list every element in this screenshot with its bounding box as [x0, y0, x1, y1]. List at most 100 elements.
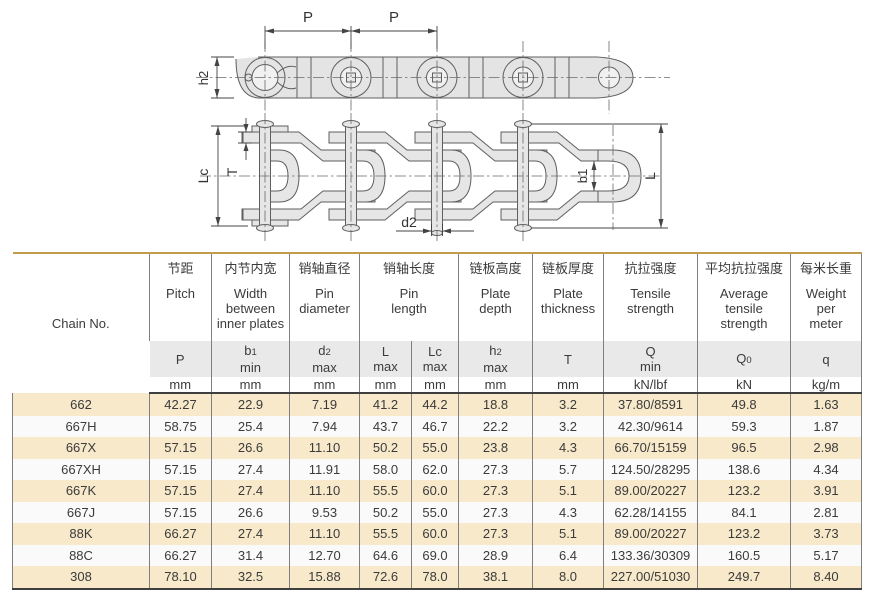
unit-cell: mm — [458, 377, 533, 394]
dim-label-pitch-2: P — [389, 9, 399, 26]
closed-link-end — [597, 149, 642, 203]
table-cell: 5.1 — [532, 480, 604, 502]
header-cn-label: 每米长重 — [800, 261, 853, 276]
table-row: 88C 66.27 31.4 12.70 64.6 69.0 28.9 6.4 … — [12, 544, 863, 566]
unit-cell: mm — [211, 377, 290, 394]
unit-cell: mm — [359, 377, 412, 394]
table-cell: 4.3 — [532, 437, 604, 459]
table-row: 308 78.10 32.5 15.88 72.6 78.0 38.1 8.0 … — [12, 566, 863, 590]
table-cell: 42.30/9614 — [603, 415, 698, 437]
header-cn-label: 抗拉强度 — [624, 261, 677, 276]
header-unit-row: mm mm mm mm mm mm mm kN/lbf kN kg/m — [13, 377, 863, 394]
table-cell: 23.8 — [458, 437, 533, 459]
table-cell: 1.63 — [790, 393, 863, 416]
column-header-avg-tensile-strength: 平均抗拉强度 Average tensile strength — [697, 253, 791, 341]
table-row: 662 42.27 22.9 7.19 41.2 44.2 18.8 3.2 3… — [12, 393, 863, 416]
table-row: 667H 58.75 25.4 7.94 43.7 46.7 22.2 3.2 … — [12, 415, 863, 437]
table-cell: 8.0 — [532, 566, 604, 590]
chain-no-cell: 667X — [12, 437, 150, 459]
dimension-arrows-side-view — [214, 28, 437, 98]
table-cell: 50.2 — [359, 501, 412, 523]
dim-label-pitch-1: P — [303, 9, 313, 26]
unit-cell: mm — [410, 377, 459, 394]
table-cell: 64.6 — [359, 544, 412, 566]
symbol-q: q — [790, 341, 863, 377]
table-cell: 27.3 — [458, 501, 533, 523]
table-header: Chain No. 节距 Pitch 内节内宽 Width between inne… — [13, 253, 863, 394]
table-cell: 27.4 — [211, 458, 290, 480]
table-cell: 4.3 — [532, 501, 604, 523]
table-cell: 138.6 — [697, 458, 791, 480]
table-cell: 22.9 — [211, 393, 290, 416]
header-en-label: Plate thickness — [540, 286, 596, 316]
dim-label-l: L — [642, 172, 658, 180]
table-cell: 26.6 — [211, 437, 290, 459]
dim-label-t: T — [224, 167, 240, 176]
unit-cell: kg/m — [790, 377, 863, 394]
header-en-label: Plate depth — [479, 286, 512, 316]
column-header-chain-no: Chain No. — [51, 315, 110, 331]
table-cell: 27.4 — [211, 523, 290, 545]
table-cell: 18.8 — [458, 393, 533, 416]
table-body: 662 42.27 22.9 7.19 41.2 44.2 18.8 3.2 3… — [12, 393, 863, 590]
table-cell: 78.10 — [149, 566, 212, 590]
table-row: 667J 57.15 26.6 9.53 50.2 55.0 27.3 4.3 … — [12, 501, 863, 523]
table-cell: 49.8 — [697, 393, 791, 416]
table-cell: 62.0 — [410, 458, 459, 480]
table-cell: 57.15 — [149, 458, 212, 480]
table-cell: 123.2 — [697, 480, 791, 502]
table-cell: 27.3 — [458, 523, 533, 545]
table-cell: 27.4 — [211, 480, 290, 502]
column-header-pin-length: 销轴长度 Pin length — [358, 253, 459, 341]
header-cn-label: 平均抗拉强度 — [705, 261, 784, 276]
table-cell: 15.88 — [289, 566, 360, 590]
header-cn-label: 销轴长度 — [383, 261, 436, 276]
header-en-label: Pitch — [166, 286, 195, 301]
table-cell: 78.0 — [410, 566, 459, 590]
unit-cell: mm — [289, 377, 360, 394]
table-cell: 7.19 — [289, 393, 360, 416]
table-cell: 11.10 — [289, 480, 360, 502]
table-cell: 27.3 — [458, 458, 533, 480]
chain-no-cell: 667H — [12, 415, 150, 437]
chain-no-cell: 667XH — [12, 458, 150, 480]
table-cell: 11.10 — [289, 437, 360, 459]
chain-no-cell: 88K — [12, 523, 150, 545]
header-cn-label: 链板厚度 — [542, 261, 595, 276]
table-cell: 249.7 — [697, 566, 791, 590]
column-header-tensile-strength: 抗拉强度 Tensile strength — [603, 253, 698, 341]
table-cell: 3.73 — [790, 523, 863, 545]
table-cell: 55.0 — [410, 437, 459, 459]
symbol-b1-min: b1 min — [211, 341, 290, 377]
table-cell: 66.27 — [149, 544, 212, 566]
table-row: 88K 66.27 27.4 11.10 55.5 60.0 27.3 5.1 … — [12, 523, 863, 545]
table-cell: 55.5 — [359, 480, 412, 502]
header-cn-label: 销轴直径 — [298, 261, 351, 276]
table-cell: 160.5 — [697, 544, 791, 566]
header-en-label: Pin length — [391, 286, 427, 316]
column-header-pin-diameter: 销轴直径 Pin diameter — [289, 253, 360, 341]
unit-cell: mm — [149, 377, 212, 394]
dim-label-lc: Lc — [195, 169, 211, 184]
column-header-pitch: 节距 Pitch — [149, 253, 212, 341]
table-cell: 44.2 — [410, 393, 459, 416]
table-cell: 6.4 — [532, 544, 604, 566]
chain-no-cell: 667J — [12, 501, 150, 523]
table-cell: 66.70/15159 — [603, 437, 698, 459]
unit-cell: mm — [532, 377, 604, 394]
symbol-lc-max: Lc max — [410, 341, 459, 377]
centerlines-side-view — [196, 41, 670, 114]
table-cell: 69.0 — [410, 544, 459, 566]
header-en-label: Weight per meter — [805, 286, 847, 331]
chain-no-cell: 308 — [12, 566, 150, 590]
dim-label-b1: b1 — [575, 169, 590, 183]
header-en-label: Pin diameter — [299, 286, 350, 316]
header-cn-label: 内节内宽 — [224, 261, 277, 276]
column-header-inner-width: 内节内宽 Width between inner plates — [211, 253, 290, 341]
table-cell: 123.2 — [697, 523, 791, 545]
chain-drawing-svg: P P h2 — [195, 9, 670, 243]
table-cell: 5.17 — [790, 544, 863, 566]
table-cell: 3.2 — [532, 393, 604, 416]
